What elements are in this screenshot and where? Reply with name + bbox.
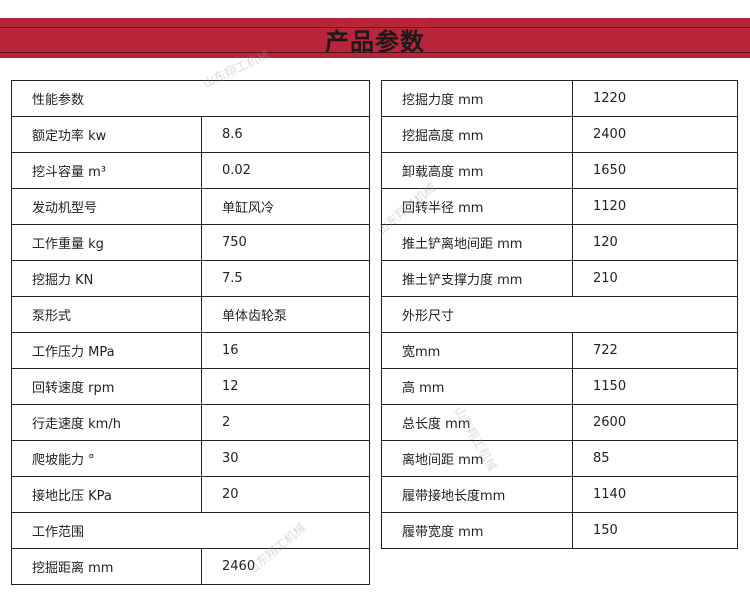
spec-label: 高 mm — [381, 368, 573, 405]
spec-value: 7.5 — [201, 260, 370, 297]
table-row: 回转半径 mm 1120 — [381, 188, 738, 225]
spec-value: 2 — [201, 404, 370, 441]
spec-value: 750 — [201, 224, 370, 261]
spec-value: 150 — [572, 512, 738, 549]
table-row: 泵形式 单体齿轮泵 — [11, 296, 370, 333]
table-row: 挖掘高度 mm 2400 — [381, 116, 738, 153]
section-header: 工作范围 — [11, 512, 370, 549]
table-row: 挖掘力 KN 7.5 — [11, 260, 370, 297]
table-row: 卸载高度 mm 1650 — [381, 152, 738, 189]
table-row: 离地间距 mm 85 — [381, 440, 738, 477]
table-row: 高 mm 1150 — [381, 368, 738, 405]
spec-label: 额定功率 kw — [11, 116, 202, 153]
spec-label: 爬坡能力 ° — [11, 440, 202, 477]
spec-table-right: 挖掘力度 mm 1220 挖掘高度 mm 2400 卸载高度 mm 1650 回转半径 mm… — [381, 80, 738, 549]
spec-value: 1140 — [572, 476, 738, 513]
spec-value: 85 — [572, 440, 738, 477]
spec-label: 行走速度 km/h — [11, 404, 202, 441]
table-row: 发动机型号 单缸风冷 — [11, 188, 370, 225]
spec-value: 30 — [201, 440, 370, 477]
table-row: 行走速度 km/h 2 — [11, 404, 370, 441]
spec-label: 挖掘高度 mm — [381, 116, 573, 153]
spec-label: 宽mm — [381, 332, 573, 369]
spec-label: 回转半径 mm — [381, 188, 573, 225]
spec-value: 12 — [201, 368, 370, 405]
title-banner: 产品参数 — [0, 18, 750, 58]
spec-label: 卸载高度 mm — [381, 152, 573, 189]
table-row: 宽mm 722 — [381, 332, 738, 369]
table-row: 工作压力 MPa 16 — [11, 332, 370, 369]
spec-value: 1120 — [572, 188, 738, 225]
spec-value: 2400 — [572, 116, 738, 153]
banner-divider — [0, 52, 750, 53]
spec-label: 回转速度 rpm — [11, 368, 202, 405]
table-row: 挖掘距离 mm 2460 — [11, 548, 370, 585]
section-header: 性能参数 — [11, 80, 370, 117]
spec-label: 挖掘力 KN — [11, 260, 202, 297]
spec-value: 2460 — [201, 548, 370, 585]
spec-value: 210 — [572, 260, 738, 297]
table-row: 工作重量 kg 750 — [11, 224, 370, 261]
spec-value: 8.6 — [201, 116, 370, 153]
spec-label: 挖掘距离 mm — [11, 548, 202, 585]
spec-label: 泵形式 — [11, 296, 202, 333]
spec-value: 单体齿轮泵 — [201, 296, 370, 333]
spec-label: 挖斗容量 m³ — [11, 152, 202, 189]
table-row: 额定功率 kw 8.6 — [11, 116, 370, 153]
spec-label: 接地比压 KPa — [11, 476, 202, 513]
section-header: 外形尺寸 — [381, 296, 738, 333]
section-row: 外形尺寸 — [381, 296, 738, 333]
page-title: 产品参数 — [325, 28, 425, 56]
spec-label: 总长度 mm — [381, 404, 573, 441]
table-row: 接地比压 KPa 20 — [11, 476, 370, 513]
spec-label: 履带宽度 mm — [381, 512, 573, 549]
spec-value: 16 — [201, 332, 370, 369]
table-row: 推土铲支撑力度 mm 210 — [381, 260, 738, 297]
spec-value: 722 — [572, 332, 738, 369]
spec-value: 120 — [572, 224, 738, 261]
table-row: 爬坡能力 ° 30 — [11, 440, 370, 477]
table-row: 挖斗容量 m³ 0.02 — [11, 152, 370, 189]
spec-value: 1220 — [572, 80, 738, 117]
banner-divider — [0, 27, 750, 28]
spec-label: 工作压力 MPa — [11, 332, 202, 369]
spec-value: 单缸风冷 — [201, 188, 370, 225]
spec-label: 推土铲离地间距 mm — [381, 224, 573, 261]
table-row: 回转速度 rpm 12 — [11, 368, 370, 405]
spec-value: 1150 — [572, 368, 738, 405]
spec-label: 工作重量 kg — [11, 224, 202, 261]
spec-value: 1650 — [572, 152, 738, 189]
spec-label: 履带接地长度mm — [381, 476, 573, 513]
spec-value: 0.02 — [201, 152, 370, 189]
spec-table-left: 性能参数 额定功率 kw 8.6 挖斗容量 m³ 0.02 发动机型号 单缸风冷 工作重量 k… — [11, 80, 370, 585]
spec-value: 2600 — [572, 404, 738, 441]
spec-label: 挖掘力度 mm — [381, 80, 573, 117]
spec-label: 离地间距 mm — [381, 440, 573, 477]
table-row: 履带宽度 mm 150 — [381, 512, 738, 549]
table-row: 总长度 mm 2600 — [381, 404, 738, 441]
table-row: 挖掘力度 mm 1220 — [381, 80, 738, 117]
spec-label: 推土铲支撑力度 mm — [381, 260, 573, 297]
table-row: 推土铲离地间距 mm 120 — [381, 224, 738, 261]
section-row: 性能参数 — [11, 80, 370, 117]
table-row: 履带接地长度mm 1140 — [381, 476, 738, 513]
section-row: 工作范围 — [11, 512, 370, 549]
spec-label: 发动机型号 — [11, 188, 202, 225]
spec-value: 20 — [201, 476, 370, 513]
